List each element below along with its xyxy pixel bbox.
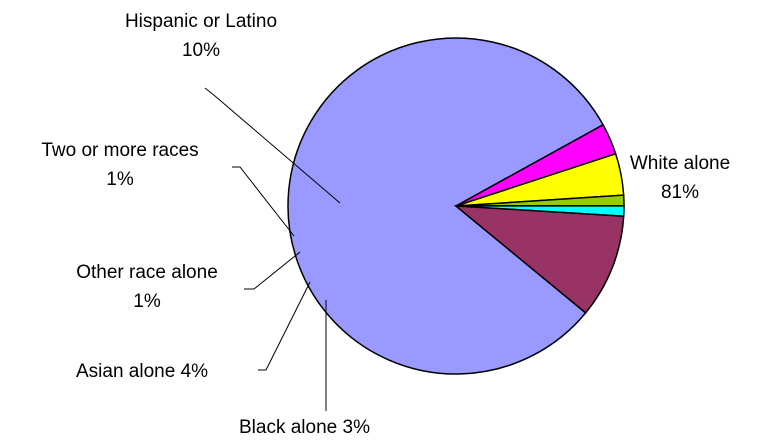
- leader-line-hispanic-or-latino: [204, 87, 341, 204]
- leader-line-asian-alone: [258, 281, 311, 371]
- pie-slice-hispanic-or-latino: [453, 205, 625, 314]
- slice-label-black-alone-name: Black alone: [239, 417, 337, 438]
- slice-label-white-alone: White alone: [630, 153, 730, 174]
- slice-value-two-or-more-races: 1%: [106, 169, 134, 190]
- pie-slice-white-alone: [287, 37, 605, 375]
- leader-line-two-or-more-races: [232, 166, 295, 237]
- slice-value-white-alone: 81%: [661, 182, 699, 203]
- slice-label-other-race-alone: Other race alone: [76, 262, 218, 283]
- slice-label-asian-alone-value: 4%: [181, 361, 209, 382]
- leader-line-other-race-alone: [244, 251, 301, 290]
- slice-label-black-alone-value: 3%: [343, 417, 371, 438]
- slice-label-asian-alone: Asian alone 4%: [76, 361, 208, 382]
- slice-value-other-race-alone: 1%: [133, 291, 161, 312]
- slice-label-asian-alone-name: Asian alone: [76, 361, 175, 382]
- leader-lines: [204, 87, 341, 411]
- slice-value-hispanic-or-latino: 10%: [182, 40, 220, 61]
- slice-label-two-or-more-races: Two or more races: [41, 140, 198, 161]
- pie-slices: [287, 37, 625, 375]
- slice-label-hispanic-or-latino: Hispanic or Latino: [125, 11, 277, 32]
- slice-label-black-alone: Black alone 3%: [239, 417, 370, 438]
